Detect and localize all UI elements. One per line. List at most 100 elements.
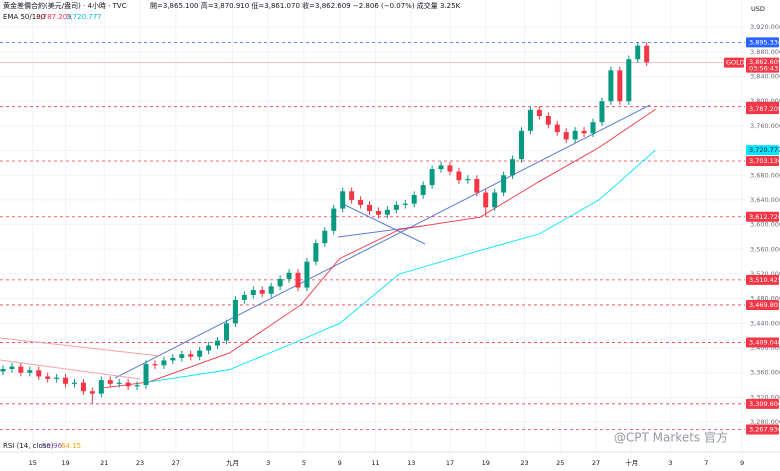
drawings: [0, 104, 651, 380]
candle-body: [554, 124, 560, 133]
candle-body: [223, 323, 229, 341]
candle-body: [375, 211, 381, 215]
x-tick-label: 3: [668, 459, 672, 467]
y-tick-label: 3,760.000: [750, 122, 780, 130]
symbol-label: GOLD: [726, 59, 745, 67]
price-tag: [746, 299, 779, 310]
candle-body: [0, 369, 6, 372]
indicator-label: EMA 50/100: [3, 13, 45, 21]
rsi-value: 64.15: [61, 442, 81, 450]
x-tick-label: 23: [136, 459, 144, 467]
x-tick-label: 27: [592, 459, 600, 467]
price-tag-label: 3,409.040: [749, 338, 780, 346]
price-tag: [746, 37, 779, 48]
candle-body: [36, 370, 42, 377]
x-tick-label: 23: [520, 459, 528, 467]
watermark: @CPT Markets 官方: [614, 430, 728, 445]
price-tag-label: 3,703.130: [749, 157, 780, 165]
y-tick-label: 3,680.000: [750, 171, 780, 179]
x-tick-label: 9: [740, 459, 744, 467]
candle-body: [545, 116, 551, 125]
candle-body: [116, 382, 122, 384]
price-tag-label: 3,862.609: [749, 58, 780, 66]
candle-body: [215, 340, 221, 346]
x-tick-label: 9: [338, 459, 342, 467]
indicator-value: 3,787.209: [36, 13, 72, 21]
candle-body: [384, 209, 390, 215]
chart-title: 黄金差價合約(美元/盎司) · 4小時 · TVC: [3, 1, 127, 10]
rsi-label: RSI (14, close): [3, 442, 54, 450]
candle-body: [456, 171, 462, 181]
x-tick-label: 5: [302, 459, 306, 467]
price-tag-label: 3,612.720: [749, 213, 780, 221]
rsi-value: 59.96: [42, 442, 63, 450]
price-tag-label: 3,469.805: [749, 301, 780, 309]
y-tick-label: 3,840.000: [750, 73, 780, 81]
price-tag: [746, 57, 779, 73]
candle-body: [277, 278, 283, 287]
flag-line: [344, 204, 426, 245]
candle-body: [18, 366, 24, 373]
candle-body: [501, 175, 507, 193]
price-tag: [746, 337, 779, 348]
price-axis-bg: [745, 0, 780, 471]
candle-body: [134, 385, 140, 387]
candle-body: [206, 345, 212, 351]
price-tag-label: 3,720.777: [749, 146, 780, 154]
channel-line: [0, 337, 161, 357]
y-tick-label: 3,880.000: [750, 48, 780, 56]
candle-body: [536, 109, 542, 117]
candle-body: [349, 191, 355, 200]
candle-body: [393, 204, 399, 210]
y-tick-label: 3,640.000: [750, 196, 780, 204]
candle-body: [519, 130, 524, 160]
candle-body: [268, 286, 274, 294]
x-tick-label: 7: [704, 459, 708, 467]
candle-body: [465, 178, 471, 181]
y-tick-label: 3,280.000: [750, 418, 780, 426]
x-tick-label: 15: [29, 459, 37, 467]
y-tick-label: 3,800.000: [750, 97, 780, 105]
candle-body: [563, 132, 569, 140]
candle-body: [250, 290, 256, 295]
candle-body: [510, 159, 516, 176]
candle-body: [45, 376, 51, 379]
price-tag-label: 3,309.600: [749, 400, 780, 408]
x-tick-label: 21: [100, 459, 108, 467]
candle-body: [161, 360, 167, 366]
currency: USD: [751, 5, 765, 13]
price-tag-label: 3,510.425: [749, 276, 780, 284]
y-tick-label: 3,600.000: [750, 221, 780, 229]
candle-body: [474, 178, 480, 193]
x-tick-label: 九月: [226, 458, 239, 467]
x-tick-label: 3: [266, 459, 270, 467]
price-tag: [746, 424, 779, 435]
candle-body: [54, 377, 60, 379]
price-tag: [746, 274, 779, 285]
candle-body: [340, 191, 346, 209]
x-tick-label: 25: [556, 459, 564, 467]
candle-body: [107, 380, 113, 384]
candle-body: [617, 70, 623, 102]
candle-body: [590, 122, 596, 134]
candle-body: [259, 290, 265, 294]
symbol-tag: [724, 57, 744, 68]
candle-body: [197, 350, 203, 357]
ohlc-info: 開=3,865.100 高=3,870.910 低=3,861.070 收=3,…: [150, 1, 461, 10]
candle-body: [27, 370, 33, 373]
price-tag-label: 3,895.330: [749, 38, 780, 46]
x-tick-label: 19: [61, 459, 69, 467]
candle-body: [188, 354, 194, 357]
candle-body: [63, 377, 69, 384]
candle-body: [420, 185, 426, 195]
candle-body: [527, 109, 533, 131]
y-tick-label: 3,480.000: [750, 295, 780, 303]
price-tag-label: 3,787.209: [749, 105, 780, 113]
candle-body: [152, 364, 158, 366]
candle-body: [9, 366, 15, 370]
x-tick-label: 11: [371, 459, 379, 467]
countdown: 03:56:43: [749, 65, 778, 73]
ema-line: [101, 108, 656, 389]
candle-body: [322, 230, 328, 244]
